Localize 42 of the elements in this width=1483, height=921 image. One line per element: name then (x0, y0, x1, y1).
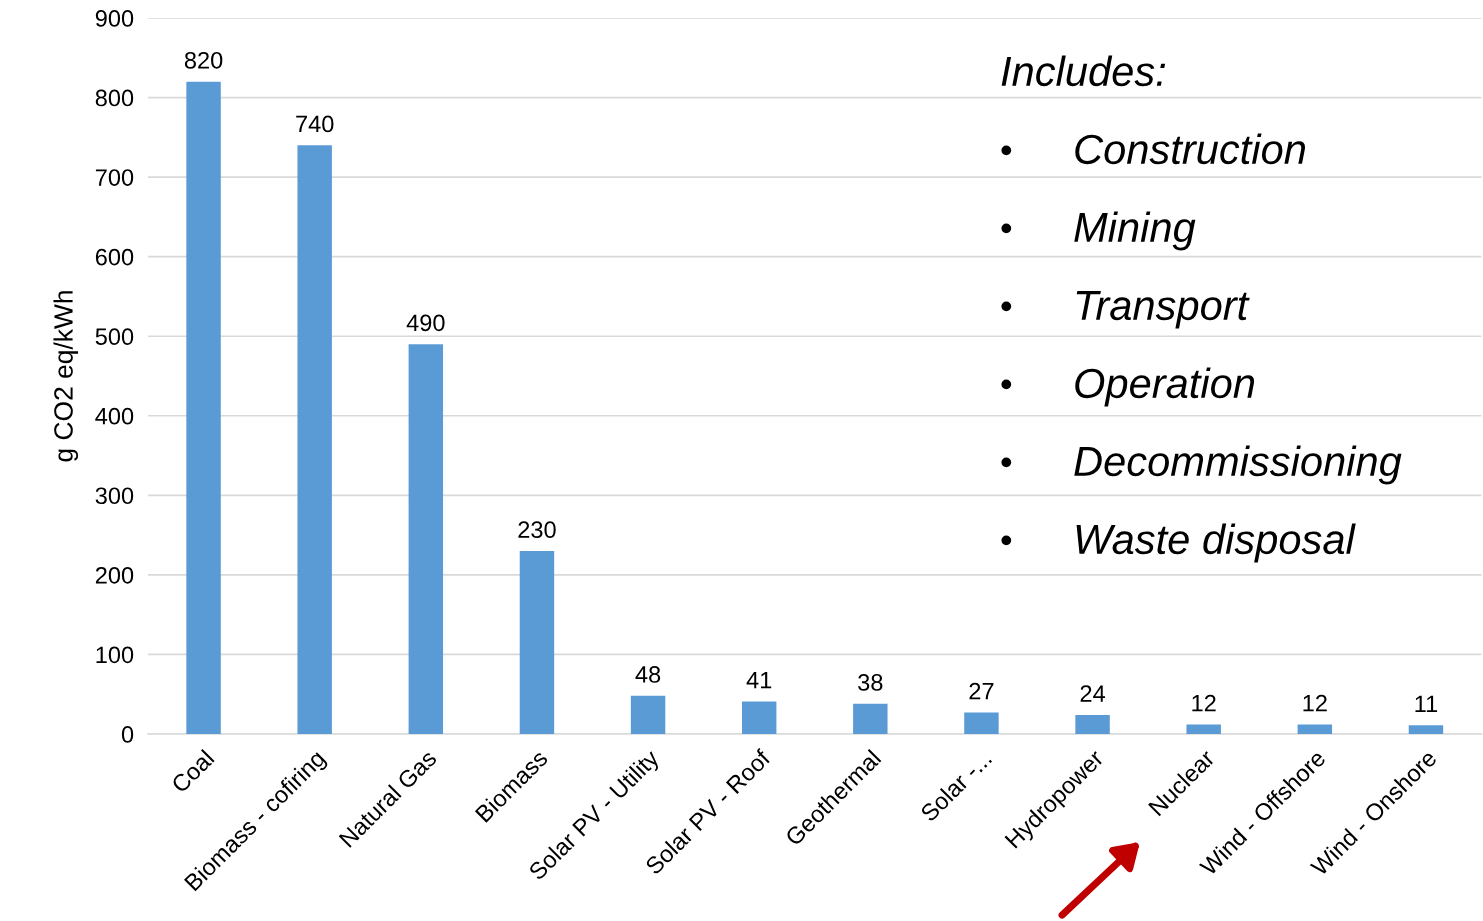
bar (630, 695, 666, 734)
bar (1075, 714, 1110, 734)
data-label: 38 (858, 674, 883, 691)
data-label: 820 (184, 51, 223, 69)
bar (1297, 724, 1333, 734)
bar (1186, 724, 1221, 734)
text: • Construction (1001, 133, 1306, 165)
data-label: 740 (296, 115, 334, 133)
data-label: 24 (1080, 685, 1106, 702)
y-tick-label: 200 (95, 566, 134, 584)
data-label: 27 (969, 682, 994, 700)
text: • Waste disposal (1001, 523, 1356, 563)
y-tick-label: 700 (95, 169, 134, 186)
bar (964, 712, 999, 734)
bar (519, 551, 555, 734)
data-label: 12 (1192, 694, 1216, 712)
y-axis-title: g CO2 eq/kWh (53, 291, 79, 462)
text: • Decommissioning (1001, 445, 1402, 485)
text: • Operation (1001, 367, 1255, 407)
y-tick-label: 600 (95, 248, 134, 266)
data-label: 12 (1303, 694, 1327, 712)
bar (186, 81, 221, 734)
y-tick-label: 300 (95, 487, 134, 505)
data-label: 41 (746, 671, 772, 689)
bar (853, 703, 888, 734)
y-tick-label: 800 (95, 89, 134, 107)
y-tick-label: 900 (95, 10, 134, 27)
data-label: 490 (406, 314, 445, 332)
y-tick-label: 400 (95, 407, 134, 425)
text: • Mining (1001, 211, 1196, 251)
annotation: Includes: (1001, 55, 1166, 87)
data-label: 48 (635, 666, 661, 683)
bar (297, 145, 332, 734)
bar (408, 344, 444, 734)
data-label: 230 (518, 521, 556, 539)
data-label: 11 (1415, 695, 1438, 713)
y-tick-label: 500 (95, 328, 134, 346)
bar (741, 701, 777, 734)
text: • Transport (1001, 291, 1250, 329)
y-tick-label: 0 (121, 726, 134, 743)
bar (1408, 725, 1444, 734)
y-tick-label: 100 (96, 646, 134, 664)
